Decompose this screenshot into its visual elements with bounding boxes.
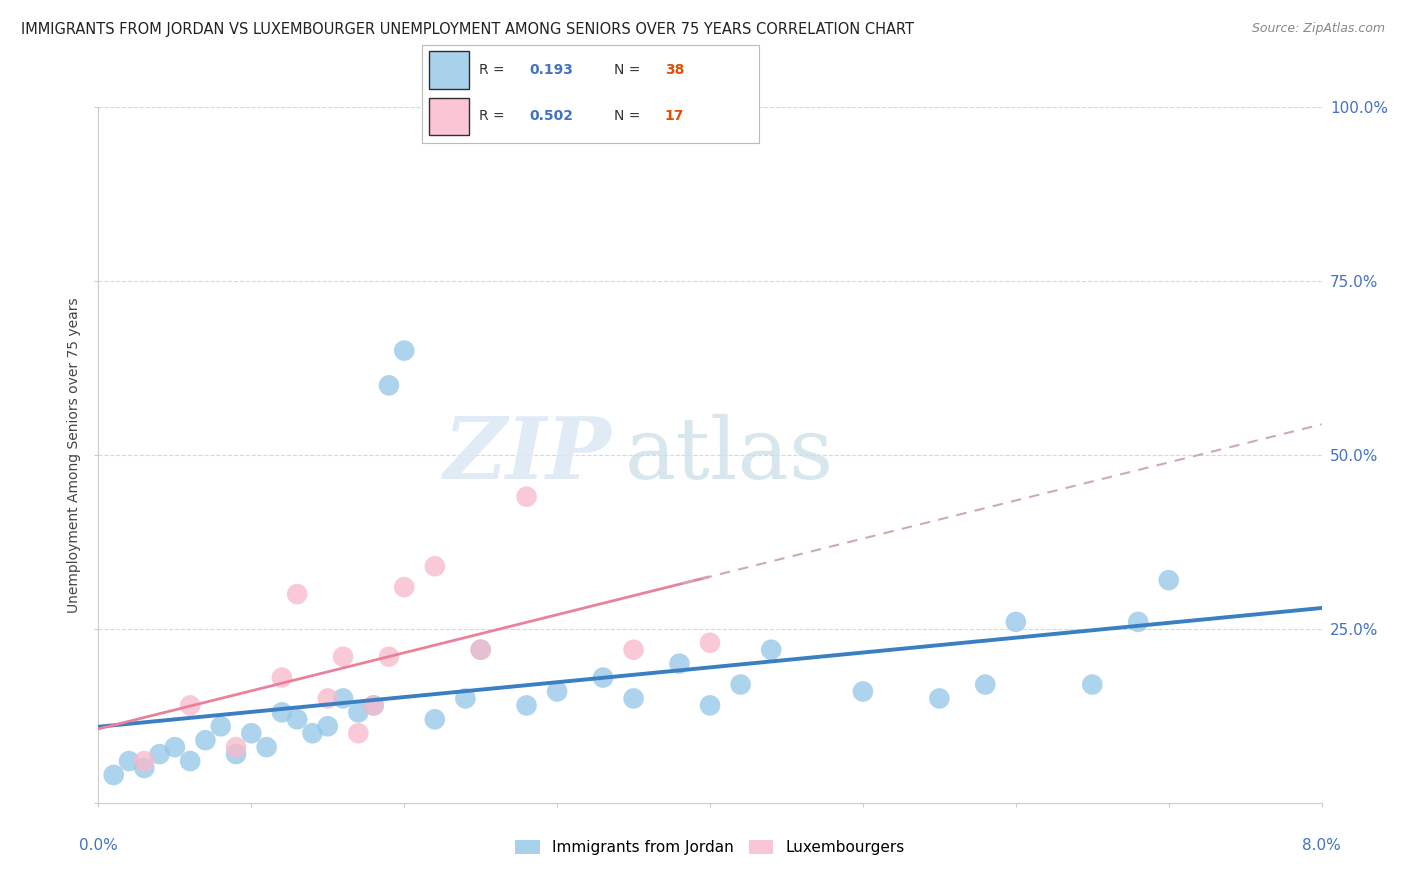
Point	[225, 740, 247, 755]
Point	[699, 698, 721, 713]
Point	[759, 642, 782, 657]
Point	[470, 642, 492, 657]
Point	[378, 649, 401, 664]
Point	[347, 726, 370, 740]
Point	[546, 684, 568, 698]
Text: R =: R =	[479, 63, 509, 77]
Point	[423, 712, 446, 726]
Text: 38: 38	[665, 63, 685, 77]
Point	[668, 657, 690, 671]
Point	[623, 642, 645, 657]
Point	[1157, 573, 1180, 587]
Point	[118, 754, 141, 768]
Point	[363, 698, 385, 713]
Text: IMMIGRANTS FROM JORDAN VS LUXEMBOURGER UNEMPLOYMENT AMONG SENIORS OVER 75 YEARS : IMMIGRANTS FROM JORDAN VS LUXEMBOURGER U…	[21, 22, 914, 37]
FancyBboxPatch shape	[429, 97, 470, 135]
Text: Source: ZipAtlas.com: Source: ZipAtlas.com	[1251, 22, 1385, 36]
Point	[1128, 615, 1150, 629]
Point	[240, 726, 263, 740]
Point	[974, 677, 997, 691]
Text: N =: N =	[614, 109, 645, 123]
Point	[347, 706, 370, 720]
Text: ZIP: ZIP	[444, 413, 612, 497]
Point	[256, 740, 278, 755]
Point	[730, 677, 752, 691]
Point	[316, 691, 339, 706]
Point	[332, 649, 354, 664]
Text: 17: 17	[665, 109, 685, 123]
Point	[163, 740, 186, 755]
Point	[1004, 615, 1026, 629]
Point	[134, 754, 156, 768]
Point	[454, 691, 477, 706]
Point	[363, 698, 385, 713]
Point	[928, 691, 950, 706]
Point	[285, 587, 308, 601]
Point	[516, 490, 538, 504]
Point	[179, 698, 201, 713]
Y-axis label: Unemployment Among Seniors over 75 years: Unemployment Among Seniors over 75 years	[67, 297, 82, 613]
Legend: Immigrants from Jordan, Luxembourgers: Immigrants from Jordan, Luxembourgers	[509, 833, 911, 862]
Point	[149, 747, 172, 761]
Text: 0.502: 0.502	[530, 109, 574, 123]
Text: 0.193: 0.193	[530, 63, 574, 77]
Point	[516, 698, 538, 713]
Point	[194, 733, 217, 747]
Point	[470, 642, 492, 657]
Point	[852, 684, 875, 698]
Point	[209, 719, 232, 733]
Point	[392, 580, 416, 594]
Point	[179, 754, 201, 768]
Point	[285, 712, 308, 726]
Point	[301, 726, 323, 740]
Point	[270, 706, 294, 720]
Point	[623, 691, 645, 706]
Text: 0.0%: 0.0%	[79, 838, 118, 853]
Point	[134, 761, 156, 775]
Point	[423, 559, 446, 574]
Point	[592, 671, 614, 685]
Point	[103, 768, 125, 782]
Text: atlas: atlas	[624, 413, 834, 497]
Point	[378, 378, 401, 392]
Point	[316, 719, 339, 733]
Point	[1081, 677, 1104, 691]
Point	[270, 671, 294, 685]
Text: R =: R =	[479, 109, 509, 123]
Point	[699, 636, 721, 650]
Point	[392, 343, 416, 358]
Text: 8.0%: 8.0%	[1302, 838, 1341, 853]
Point	[225, 747, 247, 761]
FancyBboxPatch shape	[429, 52, 470, 89]
Text: N =: N =	[614, 63, 645, 77]
Point	[332, 691, 354, 706]
